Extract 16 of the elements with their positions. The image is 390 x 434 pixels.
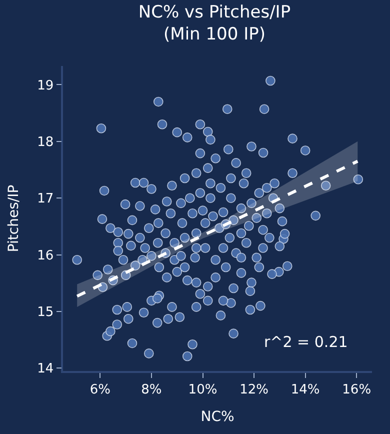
x-tick-label: 14% (290, 382, 320, 398)
x-tick-label: 12% (240, 382, 268, 398)
x-tick-label: 6% (90, 382, 110, 398)
y-axis-title: Pitches/IP (6, 184, 22, 252)
y-tick-label: 14 (37, 362, 54, 377)
y-tick-label: 17 (37, 192, 54, 207)
x-tick-label: 8% (141, 382, 162, 398)
annotation: r^2 = 0.21 (264, 333, 348, 351)
y-tick-label: 16 (37, 248, 54, 264)
chart-title: NC% vs Pitches/IP (Min 100 IP) (138, 2, 291, 44)
x-tick-label: 16% (342, 382, 372, 398)
x-axis-title: NC% (200, 409, 234, 426)
x-tick-label: 10% (188, 382, 218, 398)
y-tick-label: 19 (37, 78, 54, 94)
y-tick-label: 15 (37, 305, 54, 320)
y-tick-label: 18 (37, 134, 54, 150)
